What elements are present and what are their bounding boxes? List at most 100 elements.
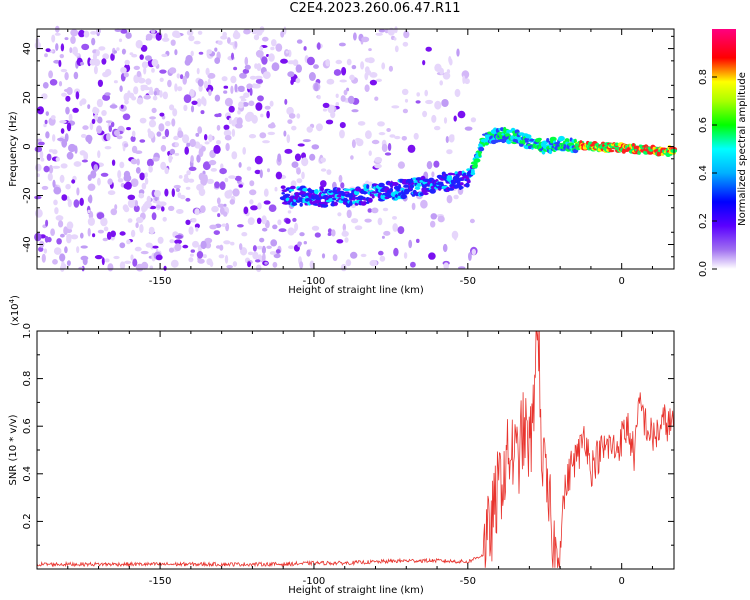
heatmap-cell: [316, 42, 321, 50]
heatmap-cell: [220, 206, 224, 215]
heatmap-cell: [218, 254, 225, 259]
heatmap-cell: [228, 105, 235, 113]
heatmap-cell: [197, 126, 203, 134]
heatmap-cell: [275, 249, 281, 254]
heatmap-cell: [168, 67, 177, 74]
heatmap-ridge-cell: [366, 184, 370, 189]
heatmap-cell: [331, 229, 336, 237]
heatmap-cell: [104, 92, 111, 96]
heatmap-cell: [297, 241, 302, 248]
heatmap-cell: [113, 80, 118, 84]
heatmap-cell: [34, 41, 41, 50]
heatmap-cell: [378, 250, 384, 256]
heatmap-cell: [130, 178, 139, 187]
heatmap-cell: [378, 132, 386, 136]
heatmap-cell: [249, 180, 255, 187]
heatmap-cell: [177, 130, 184, 138]
heatmap-cell: [158, 201, 167, 207]
heatmap-cell: [109, 104, 118, 109]
heatmap-cell: [290, 180, 297, 188]
heatmap-cell: [66, 122, 72, 132]
heatmap-cell: [287, 227, 295, 236]
heatmap-cell: [102, 53, 110, 60]
heatmap-cell: [351, 139, 356, 149]
heatmap-cell: [92, 233, 96, 238]
heatmap-cell: [386, 128, 391, 132]
heatmap-cell: [144, 172, 148, 178]
heatmap-cell: [441, 99, 449, 107]
heatmap-cell: [34, 195, 42, 200]
heatmap-cell: [143, 66, 147, 75]
heatmap-cell: [206, 178, 214, 184]
heatmap-cell: [43, 123, 47, 128]
heatmap-ridge-cell: [546, 138, 550, 143]
heatmap-cell: [183, 104, 188, 112]
heatmap-ridge-cell: [429, 188, 436, 194]
heatmap-cell: [59, 253, 66, 262]
heatmap-cell: [302, 139, 311, 143]
heatmap-cell: [223, 90, 228, 94]
heatmap-cell: [140, 250, 149, 255]
heatmap-cell: [124, 59, 130, 66]
heatmap-cell: [202, 98, 207, 107]
heatmap-cell: [127, 199, 136, 208]
heatmap-cell: [65, 95, 71, 102]
heatmap-cell: [233, 66, 238, 71]
heatmap-cell: [297, 143, 305, 147]
heatmap-cell: [196, 67, 200, 75]
heatmap-cell: [291, 125, 297, 131]
heatmap-cell: [439, 67, 444, 75]
heatmap-cell: [35, 208, 43, 218]
colorbar: [712, 29, 736, 269]
heatmap-cell: [148, 226, 155, 235]
heatmap-cell: [283, 130, 287, 137]
heatmap-ridge-cell: [363, 201, 367, 205]
heatmap-cell: [155, 32, 162, 41]
heatmap-cell: [340, 263, 347, 272]
heatmap-cell: [66, 221, 74, 230]
heatmap-cell: [51, 34, 56, 43]
heatmap-cell: [111, 159, 116, 166]
heatmap-cell: [126, 239, 131, 245]
heatmap-cell: [50, 115, 56, 120]
heatmap-cell: [202, 254, 207, 259]
heatmap-cell: [160, 161, 167, 170]
heatmap-cell: [217, 213, 221, 218]
heatmap-cell: [286, 106, 294, 116]
heatmap-xtick-label: -150: [149, 276, 172, 287]
heatmap-cell: [34, 232, 42, 242]
heatmap-cell: [198, 148, 204, 158]
heatmap-cell: [259, 132, 267, 139]
heatmap-cell: [320, 180, 327, 188]
heatmap-cell: [267, 131, 276, 136]
heatmap-cell: [227, 37, 231, 44]
heatmap-cell: [381, 62, 386, 70]
heatmap-cell: [185, 197, 191, 202]
heatmap-cell: [130, 135, 136, 142]
heatmap-cell: [213, 230, 220, 236]
heatmap-cell: [132, 258, 138, 267]
heatmap-cell: [130, 158, 138, 165]
heatmap-cell: [135, 222, 139, 229]
heatmap-cell: [47, 173, 53, 181]
heatmap-cell: [110, 121, 115, 128]
heatmap-ridge-cell: [281, 192, 286, 195]
heatmap-cell: [175, 187, 180, 193]
heatmap-cell: [234, 175, 242, 182]
heatmap-cell: [133, 65, 140, 70]
heatmap-cell: [197, 258, 205, 264]
heatmap-cell: [122, 204, 129, 211]
heatmap-cell: [191, 218, 197, 223]
heatmap-cell: [273, 253, 281, 259]
heatmap-cell: [341, 66, 347, 76]
heatmap-cell: [208, 159, 217, 166]
heatmap-cell: [44, 53, 48, 58]
heatmap-cell: [75, 91, 80, 100]
heatmap-ridge-cell: [423, 192, 429, 196]
heatmap-cell: [244, 64, 251, 70]
heatmap-cell: [351, 218, 359, 224]
heatmap-cell: [306, 249, 311, 257]
heatmap-cell: [223, 240, 231, 245]
heatmap-ridge-cell: [343, 188, 351, 192]
